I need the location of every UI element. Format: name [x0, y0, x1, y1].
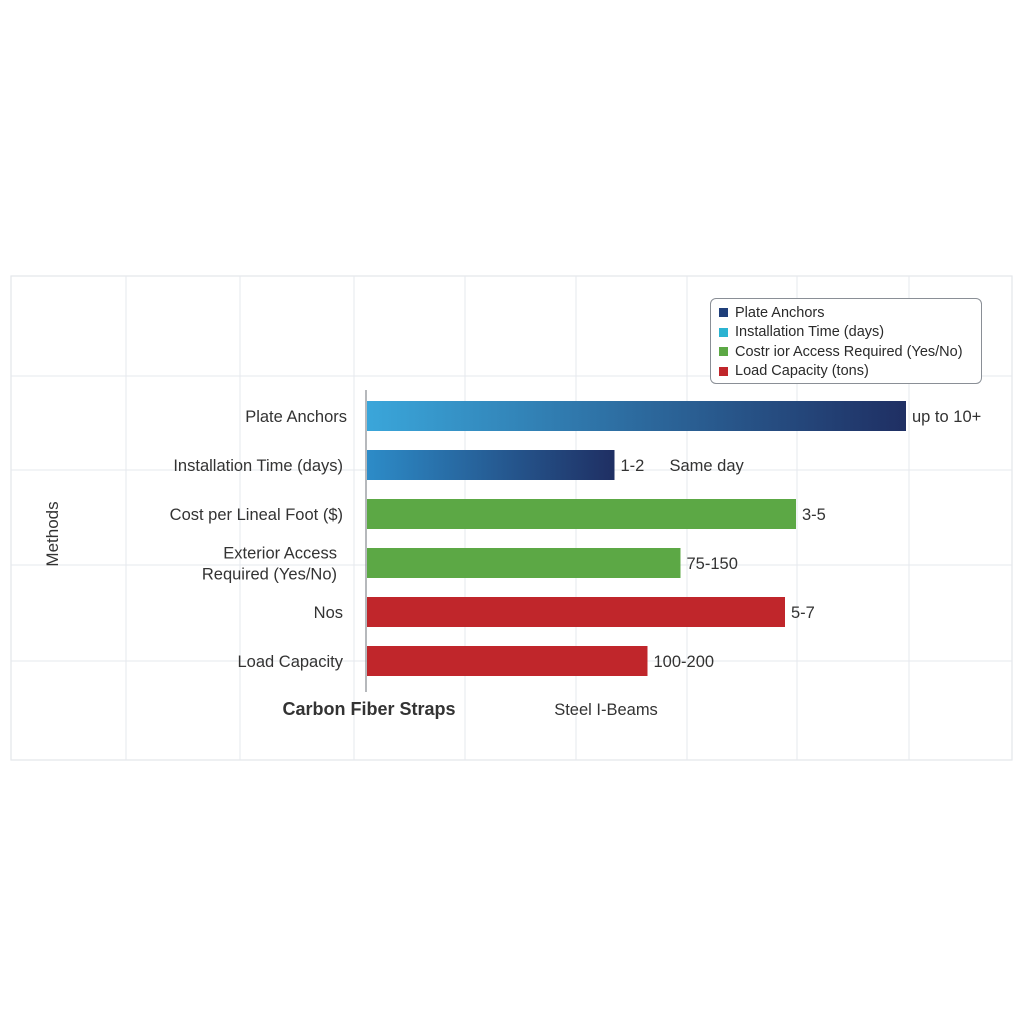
legend-label: Load Capacity (tons) [735, 363, 869, 380]
category-label: Required (Yes/No) [202, 566, 337, 584]
bar [367, 450, 615, 480]
bar [367, 646, 648, 676]
bar-value-label: 1-2 [621, 457, 645, 475]
legend: Plate Anchors Installation Time (days) C… [710, 298, 982, 384]
bar [367, 548, 681, 578]
bottom-label: Carbon Fiber Straps [282, 699, 455, 719]
legend-item: Load Capacity (tons) [719, 362, 981, 382]
bar-value-label: 75-150 [687, 555, 738, 573]
labels: Methods Plate Anchors Installation Time (d… [43, 408, 981, 719]
category-label: Exterior Access [223, 545, 337, 563]
bar [367, 597, 785, 627]
legend-swatch [719, 308, 728, 318]
legend-swatch [719, 347, 728, 357]
bar-value-label: 5-7 [791, 604, 815, 622]
bar [367, 401, 906, 431]
bar-value-label: 3-5 [802, 506, 826, 524]
bottom-label: Steel I-Beams [554, 701, 658, 719]
bar-value-label: 100-200 [654, 653, 715, 671]
category-label: Cost per Lineal Foot ($) [170, 506, 343, 524]
bar [367, 499, 796, 529]
category-label: Nos [314, 604, 343, 622]
legend-swatch [719, 327, 728, 337]
y-axis-title: Methods [43, 501, 62, 566]
legend-label: Installation Time (days) [735, 324, 885, 341]
bars [367, 401, 906, 676]
category-label: Installation Time (days) [173, 457, 343, 475]
category-label: Load Capacity [238, 653, 344, 671]
legend-label: Plate Anchors [735, 304, 825, 321]
legend-label: Costr ior Access Required (Yes/No) [735, 343, 963, 360]
bar-annotation: Same day [670, 457, 745, 475]
legend-item: Installation Time (days) [719, 323, 981, 343]
category-label: Plate Anchors [245, 408, 347, 426]
legend-item: Plate Anchors [719, 303, 981, 323]
legend-item: Costr ior Access Required (Yes/No) [719, 342, 981, 362]
legend-swatch [719, 366, 728, 376]
bar-value-label: up to 10+ [912, 408, 981, 426]
